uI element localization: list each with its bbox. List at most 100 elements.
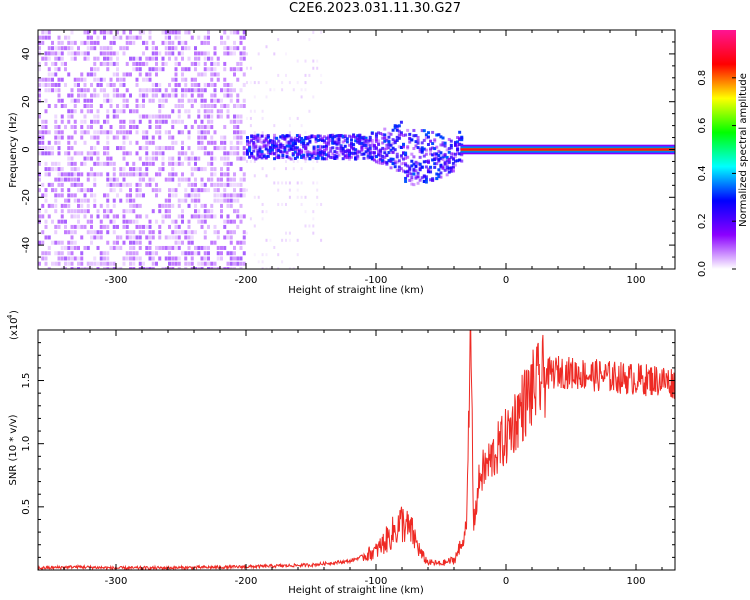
spectrogram-noise-cell — [190, 88, 194, 93]
spectrogram-noise-cell — [216, 56, 220, 61]
spectrogram-band-cell — [268, 148, 272, 152]
spectrogram-band-cell — [275, 136, 279, 140]
spectrogram-noise-cell — [125, 104, 129, 109]
spectrogram-noise-cell — [116, 182, 119, 187]
spectrogram-noise-cell — [77, 203, 80, 208]
spectrogram-band-cell — [281, 150, 285, 154]
spectrogram-band-cell — [368, 154, 372, 158]
spectrogram-noise-cell — [168, 203, 171, 208]
spectrogram-band-cell — [281, 146, 285, 150]
spectrogram-noise-cell — [67, 177, 71, 182]
spectrogram-noise-cell — [70, 98, 74, 103]
spectrogram-band-cell — [322, 140, 326, 144]
spectrogram-band-cell — [318, 134, 322, 138]
spectrogram-noise-cell — [261, 109, 264, 113]
spectrogram-noise-cell — [316, 188, 319, 192]
spectrogram-noise-cell — [151, 151, 155, 156]
spectrogram-noise-cell — [203, 219, 207, 224]
spectrogram-noise-cell — [44, 172, 48, 177]
spectrogram-noise-cell — [67, 245, 71, 250]
spectrogram-noise-cell — [132, 40, 136, 45]
spectrogram-noise-cell — [174, 46, 178, 51]
spectrogram-noise-cell — [67, 140, 71, 145]
spectrogram-noise-cell — [223, 193, 227, 198]
spectrogram-noise-cell — [96, 235, 100, 240]
spectrogram-noise-cell — [47, 130, 51, 135]
spectrogram-noise-cell — [194, 46, 197, 51]
spectrogram-band-cell — [283, 148, 287, 152]
spectrogram-noise-cell — [99, 82, 103, 87]
spectrogram-noise-cell — [57, 93, 61, 98]
spectrogram-noise-cell — [112, 245, 116, 250]
spectrogram-band-cell — [399, 133, 403, 137]
spectrogram-noise-cell — [145, 130, 149, 135]
spectrogram-noise-cell — [210, 151, 214, 156]
spectrogram-band-cell — [273, 157, 277, 161]
spectrogram-noise-cell — [70, 245, 74, 250]
spectrogram-noise-cell — [194, 267, 197, 269]
spectrogram-noise-cell — [125, 209, 129, 214]
spectrogram-noise-cell — [220, 214, 223, 219]
spectrogram-noise-cell — [145, 224, 149, 229]
spectrogram-noise-cell — [148, 72, 152, 77]
spectrogram-noise-cell — [116, 177, 119, 182]
spectrogram-band-cell — [391, 138, 395, 142]
spectrogram-noise-cell — [47, 35, 51, 40]
spectrogram-noise-cell — [226, 46, 230, 51]
spectrogram-noise-cell — [44, 235, 48, 240]
spectrogram-band-cell — [345, 155, 349, 159]
spectrogram-noise-cell — [125, 35, 129, 40]
spectrogram-noise-cell — [138, 35, 142, 40]
spectrogram-noise-cell — [203, 135, 207, 140]
spectrogram-band-cell — [449, 146, 453, 150]
colorbar-ticks: 0.00.20.40.60.8 — [697, 70, 736, 277]
spectrogram-noise-cell — [73, 119, 77, 124]
spectrogram-noise-cell — [187, 245, 191, 250]
spectrogram-band-cell — [260, 151, 264, 155]
snr-series-line — [38, 330, 675, 570]
spectrogram-band-cell — [402, 145, 405, 149]
spectrogram-noise-cell — [177, 156, 181, 161]
spectrogram-noise-cell — [54, 261, 58, 266]
spectrogram-band-cell — [431, 142, 435, 146]
spectrogram-band-cell — [418, 150, 422, 154]
spectrogram-band-cell — [262, 142, 266, 146]
spectrogram-noise-cell — [99, 256, 103, 261]
spectrogram-noise-cell — [148, 219, 152, 224]
spectrogram-noise-cell — [226, 182, 230, 187]
spectrogram-band-cell — [454, 155, 457, 159]
spectrogram-band-cell — [327, 134, 331, 138]
spectrogram-noise-cell — [129, 245, 132, 250]
spectrogram-band-cell — [420, 141, 424, 145]
spectrogram-noise-cell — [38, 93, 41, 98]
spectrogram-noise-cell — [158, 104, 162, 109]
spectrogram-band-cell — [429, 147, 433, 151]
spectrogram-noise-cell — [158, 88, 162, 93]
spectrogram-noise-cell — [93, 77, 97, 82]
spectrogram-noise-cell — [51, 188, 54, 193]
spectrogram-band-cell — [422, 175, 426, 179]
spectrogram-band-cell — [431, 178, 435, 182]
spectrogram-noise-cell — [106, 51, 110, 56]
spectrogram-noise-cell — [226, 151, 230, 156]
spectrogram-noise-cell — [161, 156, 165, 161]
spectrogram-noise-cell — [129, 72, 132, 77]
spectrogram-noise-cell — [145, 140, 149, 145]
spectrogram-noise-cell — [269, 267, 272, 269]
spectrogram-noise-cell — [242, 188, 246, 193]
spectrogram-noise-cell — [142, 230, 145, 235]
spectrogram-noise-cell — [96, 130, 100, 135]
spectrogram-noise-cell — [148, 224, 152, 229]
spectrogram-noise-cell — [164, 203, 168, 208]
spectrogram-noise-cell — [125, 40, 129, 45]
spectrogram-noise-cell — [164, 209, 168, 214]
spectrogram-noise-cell — [223, 93, 227, 98]
spectrogram-noise-cell — [210, 156, 214, 161]
spectrogram-noise-cell — [138, 156, 142, 161]
spectrogram-noise-cell — [187, 46, 191, 51]
spectrogram-band-cell — [447, 166, 451, 170]
spectrogram-noise-cell — [197, 219, 201, 224]
spectrogram-noise-cell — [148, 140, 152, 145]
spectrogram-noise-cell — [54, 240, 58, 245]
spectrogram-noise-cell — [106, 109, 110, 114]
